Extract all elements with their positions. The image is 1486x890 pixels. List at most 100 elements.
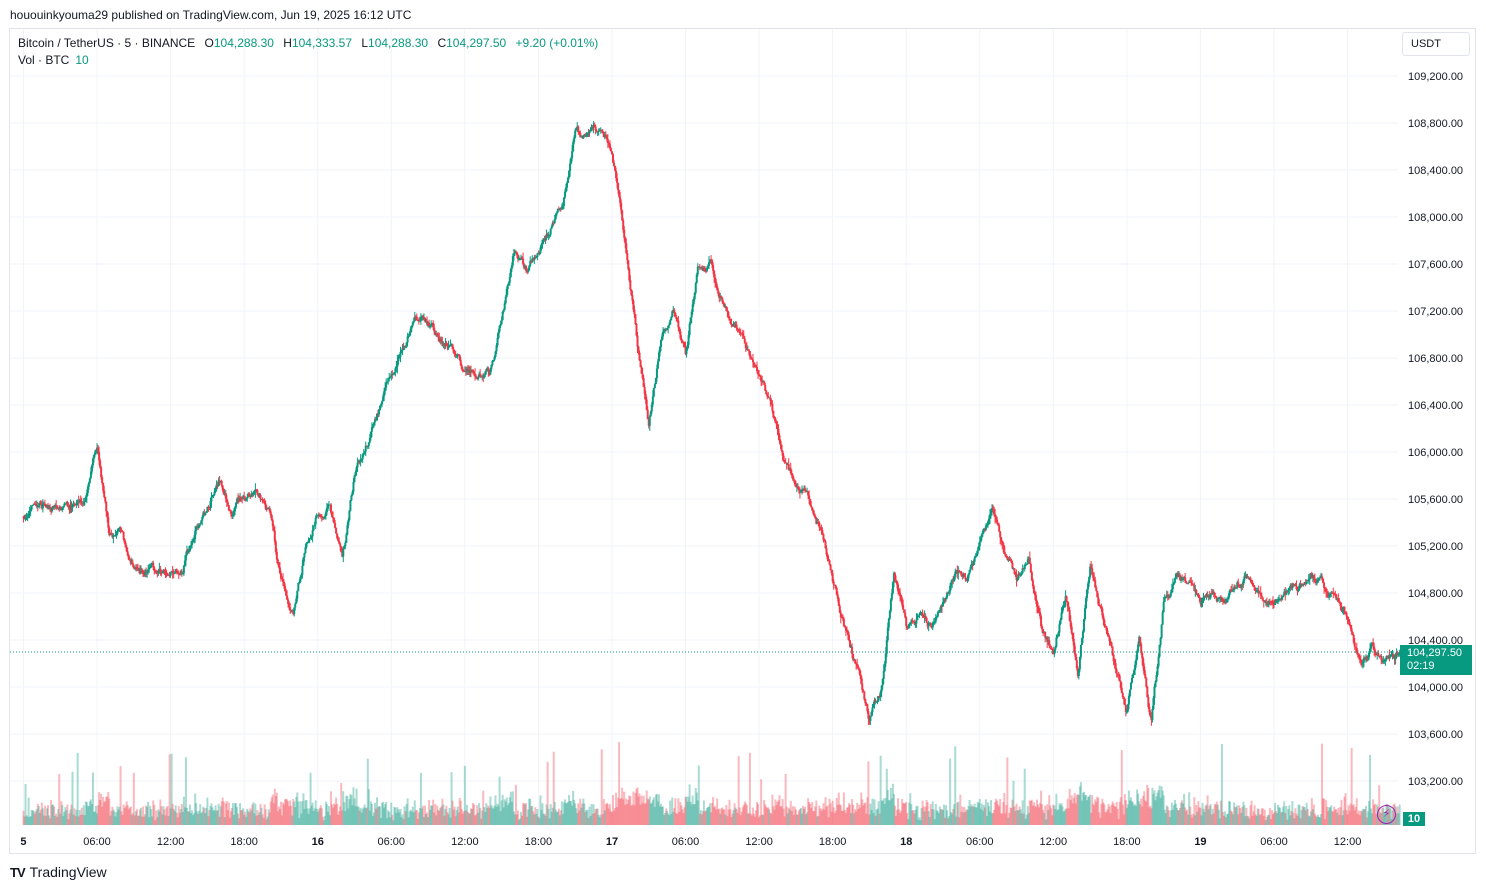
candlestick-chart[interactable]: 109,200.00108,800.00108,400.00108,000.00… <box>10 29 1476 855</box>
candle-body <box>256 490 259 495</box>
candle-body <box>1195 590 1198 595</box>
currency-button[interactable]: USDT <box>1402 32 1470 56</box>
candle-body <box>882 671 885 679</box>
candle-body <box>1276 600 1279 603</box>
volume-bar <box>265 819 268 825</box>
candle-body <box>102 483 105 491</box>
candle-body <box>640 367 643 374</box>
volume-bar <box>1069 800 1072 825</box>
volume-bar <box>956 802 959 825</box>
volume-label[interactable]: Vol · BTC <box>18 53 70 67</box>
volume-bar <box>511 791 514 825</box>
tradingview-brand[interactable]: TV TradingView <box>10 864 107 880</box>
candle-body <box>930 625 933 628</box>
volume-bar <box>1050 808 1053 825</box>
volume-bar <box>992 813 995 825</box>
volume-bar <box>860 792 863 825</box>
volume-bar <box>194 793 197 825</box>
volume-bar <box>576 812 579 825</box>
volume-bar <box>859 807 862 825</box>
volume-bar <box>233 803 236 825</box>
candle-body <box>1020 572 1023 575</box>
volume-bar <box>165 807 168 825</box>
volume-bar <box>439 807 442 825</box>
candle-body <box>318 515 321 517</box>
candle-body <box>178 574 181 576</box>
symbol-label[interactable]: Bitcoin / TetherUS · 5 · BINANCE <box>18 36 196 50</box>
candle-body <box>311 530 314 537</box>
lightning-icon[interactable]: ⚡ <box>1377 805 1396 824</box>
volume-bar <box>504 801 507 825</box>
candle-body <box>348 510 351 521</box>
candle-body <box>1204 595 1207 598</box>
volume-bar <box>1111 801 1114 825</box>
volume-bar <box>1397 813 1400 825</box>
volume-bar <box>1269 819 1272 825</box>
volume-bar <box>955 816 958 825</box>
volume-bar <box>1344 793 1347 825</box>
candle-body <box>30 505 33 510</box>
volume-bar <box>665 808 668 825</box>
candle-body <box>698 266 701 268</box>
volume-bar <box>902 802 905 825</box>
candle-body <box>530 260 533 263</box>
volume-bar <box>1259 814 1262 825</box>
candle-body <box>1138 636 1141 645</box>
volume-bar <box>378 806 381 825</box>
candle-body <box>1126 704 1129 712</box>
candle-body <box>590 126 593 130</box>
volume-bar <box>498 776 501 825</box>
volume-bar <box>1163 809 1166 825</box>
candle-body <box>362 453 365 455</box>
volume-bar <box>180 803 183 825</box>
candle-body <box>641 373 644 379</box>
candle-body <box>1145 678 1148 687</box>
candle-body <box>370 427 373 432</box>
volume-bar <box>906 813 909 825</box>
volume-bar <box>1041 804 1044 825</box>
candle-body <box>425 320 428 322</box>
volume-bar <box>934 803 937 825</box>
volume-bar <box>1340 799 1343 825</box>
candle-body <box>571 151 574 158</box>
volume-bar <box>1104 812 1107 825</box>
volume-bar <box>390 802 393 825</box>
volume-bar <box>419 772 422 825</box>
candle-body <box>169 572 172 576</box>
volume-bar <box>841 810 844 825</box>
candle-body <box>298 582 301 584</box>
volume-bar <box>384 804 387 825</box>
candle-body <box>1340 606 1343 611</box>
volume-bar <box>438 811 441 825</box>
candle-body <box>1033 592 1036 595</box>
candle-body <box>985 525 988 527</box>
volume-bar <box>864 802 867 825</box>
candle-body <box>1064 596 1067 602</box>
candle-body <box>1393 657 1396 660</box>
candle-body <box>1050 647 1053 649</box>
candle-body <box>808 495 811 500</box>
candle-body <box>326 505 329 508</box>
volume-bar <box>695 792 698 825</box>
candle-body <box>251 493 254 496</box>
volume-bar <box>304 800 307 825</box>
volume-bar <box>748 752 751 825</box>
volume-bar <box>276 811 279 825</box>
volume-bar <box>1105 811 1108 825</box>
volume-bar <box>524 804 527 825</box>
candle-body <box>262 500 265 502</box>
candle-body <box>342 548 345 557</box>
volume-bar <box>688 784 691 825</box>
volume-bar <box>1058 803 1061 825</box>
volume-bar <box>704 810 707 825</box>
volume-bar <box>1043 813 1046 825</box>
volume-bar <box>257 814 260 825</box>
candle-body <box>215 484 218 489</box>
candle-body <box>1215 597 1218 602</box>
volume-bar <box>1337 807 1340 825</box>
volume-bar <box>1118 801 1121 825</box>
candle-body <box>197 525 200 528</box>
candle-body <box>734 324 737 327</box>
candle-body <box>1358 657 1361 660</box>
volume-bar <box>222 801 225 825</box>
